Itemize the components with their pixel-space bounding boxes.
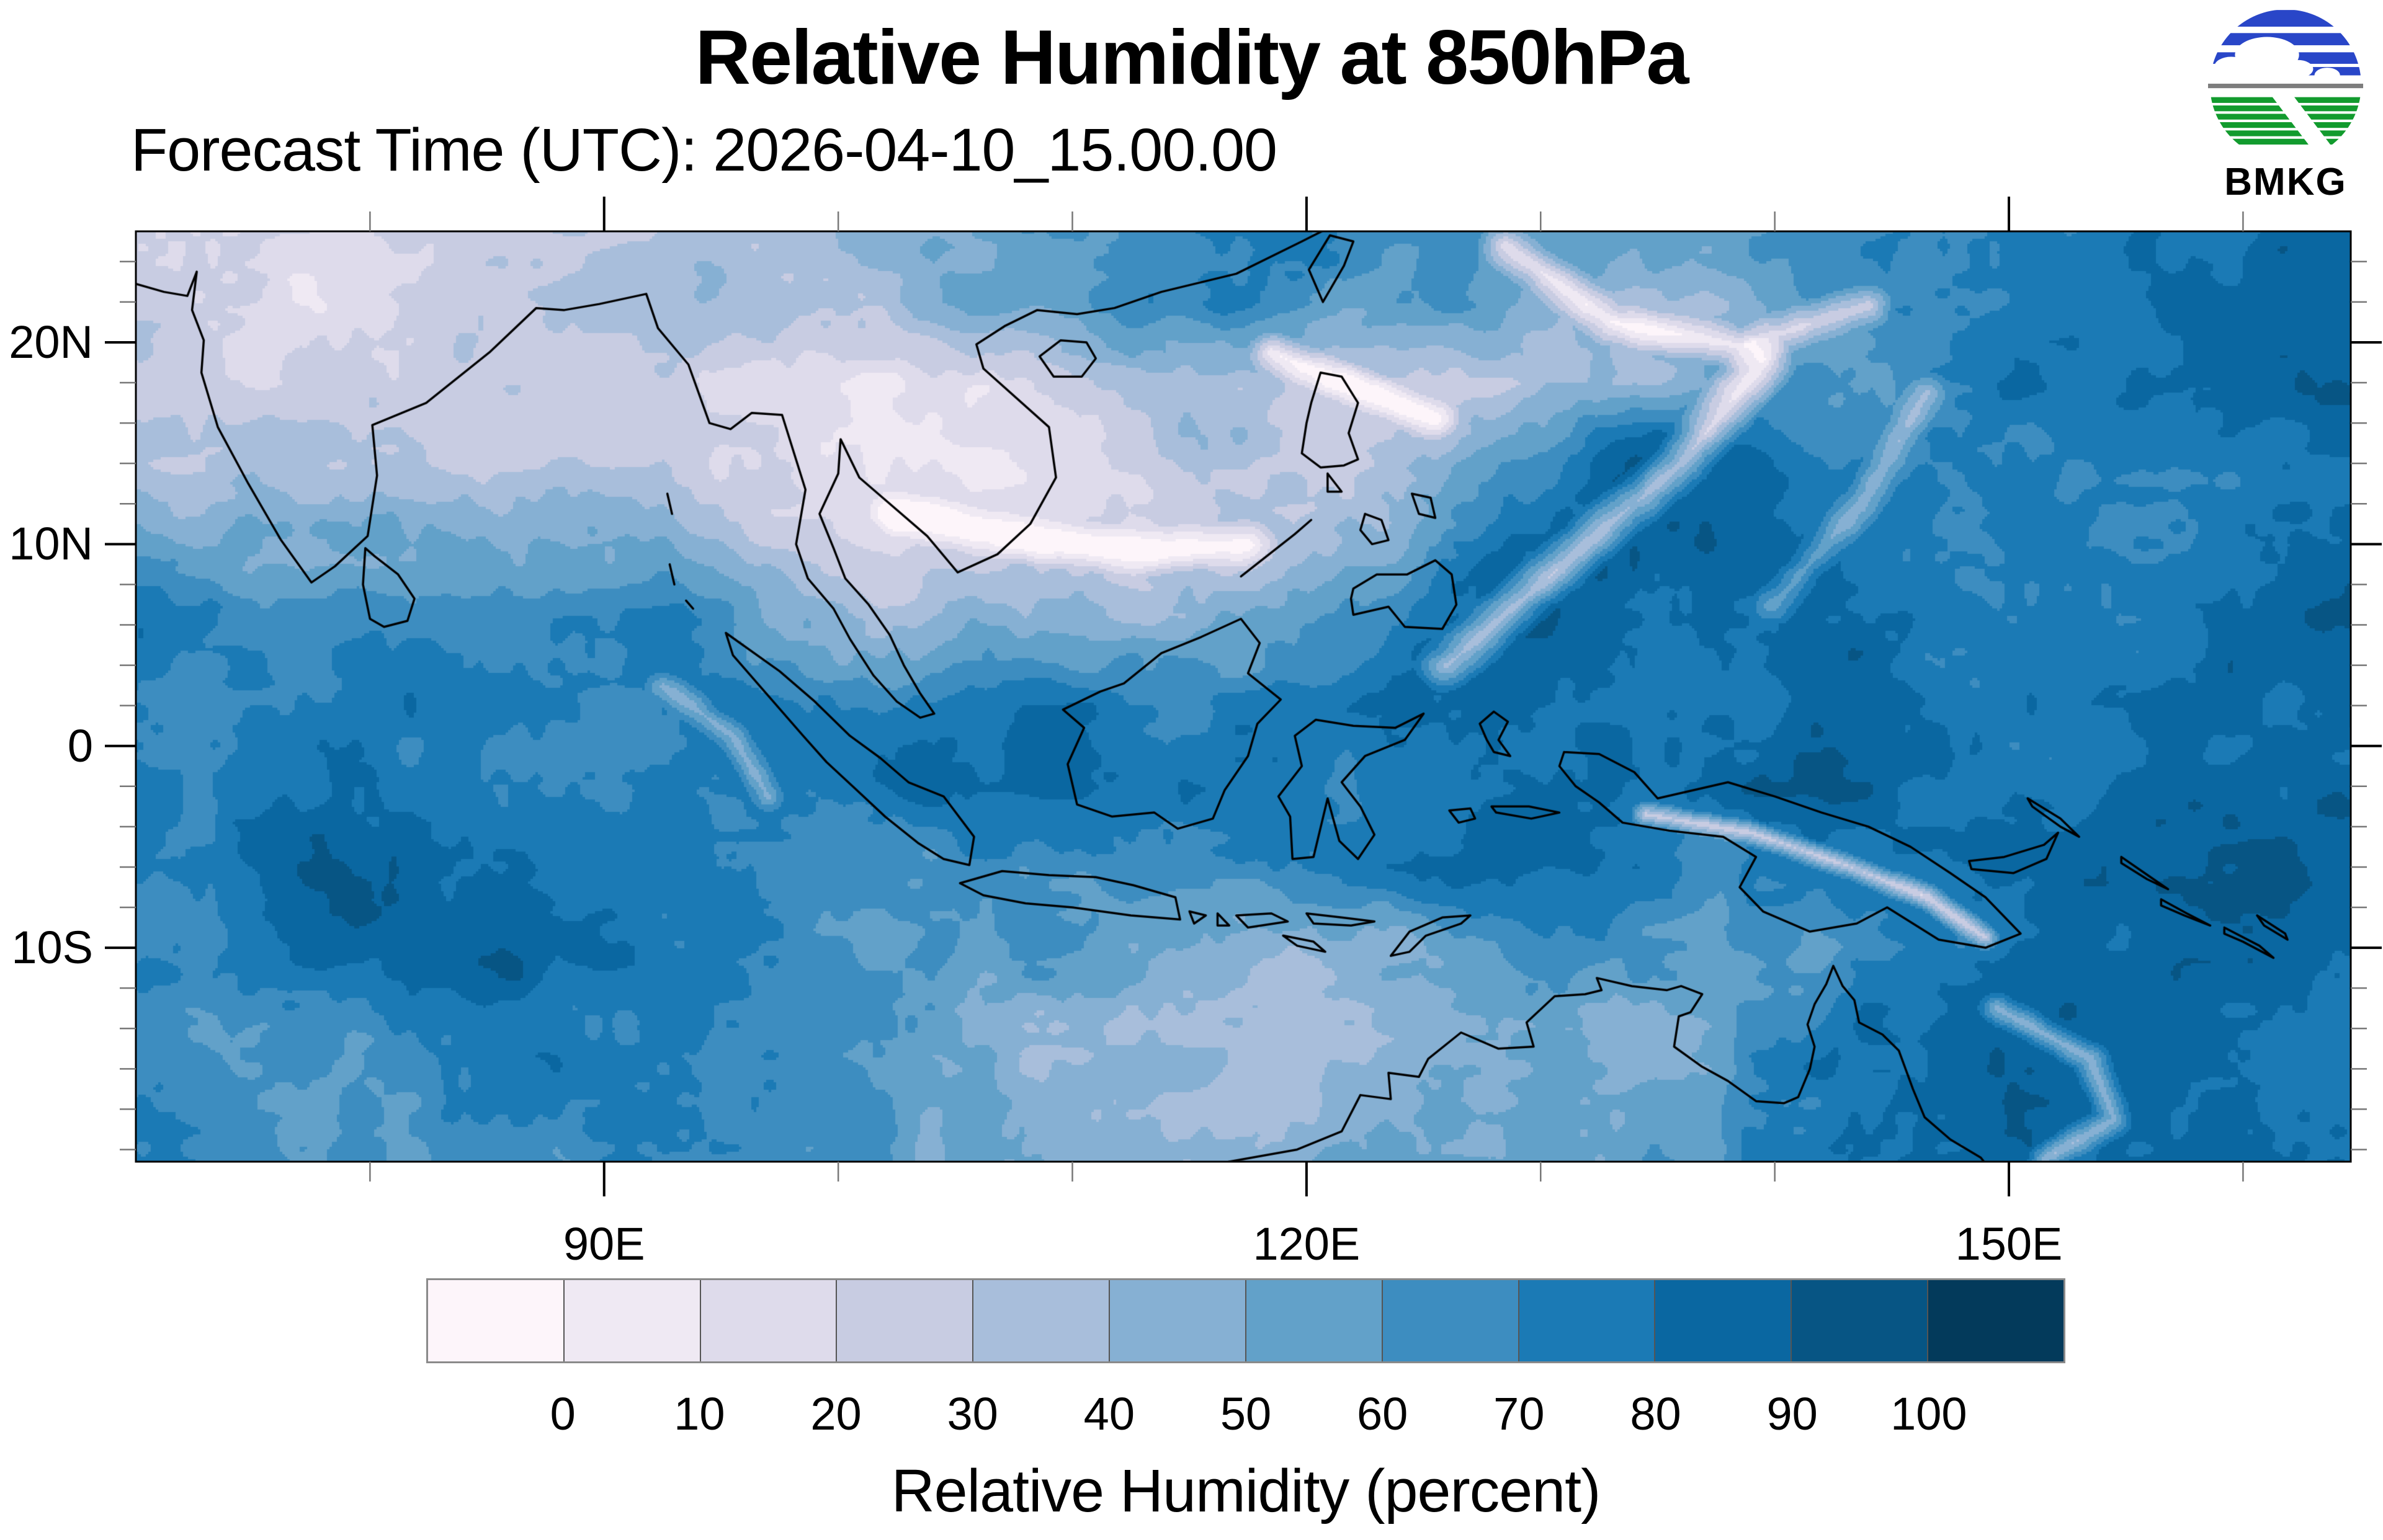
y-tick-label-20N: 20N (9, 316, 93, 368)
y-tick-label-10S: 10S (11, 922, 93, 974)
colorbar-tick-label-50: 50 (1220, 1388, 1272, 1440)
colorbar-segment-6 (1245, 1280, 1382, 1361)
x-tick-label-150E: 150E (1955, 1218, 2063, 1270)
colorbar-tick-label-100: 100 (1890, 1388, 1967, 1440)
colorbar-segment-7 (1381, 1280, 1518, 1361)
page-title: Relative Humidity at 850hPa (695, 15, 1689, 100)
colorbar-segment-1 (563, 1280, 700, 1361)
bmkg-logo: BMKG (2206, 7, 2365, 204)
humidity-map-canvas (136, 231, 2351, 1162)
colorbar-segment-5 (1109, 1280, 1245, 1361)
x-tick-label-120E: 120E (1253, 1218, 1361, 1270)
colorbar-segment-2 (699, 1280, 836, 1361)
colorbar-tick-label-70: 70 (1493, 1388, 1545, 1440)
colorbar-segment-11 (1927, 1280, 2063, 1361)
y-tick-label-0: 0 (67, 719, 93, 772)
x-tick-label-90E: 90E (563, 1218, 645, 1270)
colorbar-segment-10 (1791, 1280, 1928, 1361)
forecast-time-subtitle: Forecast Time (UTC): 2026-04-10_15.00.00 (131, 116, 1277, 184)
colorbar-tick-label-10: 10 (674, 1388, 725, 1440)
bmkg-logo-icon (2208, 9, 2363, 161)
colorbar-tick-label-30: 30 (947, 1388, 998, 1440)
colorbar-tick-label-60: 60 (1357, 1388, 1408, 1440)
colorbar (426, 1278, 2065, 1363)
colorbar-segment-8 (1518, 1280, 1655, 1361)
colorbar-title: Relative Humidity (percent) (891, 1457, 1601, 1524)
colorbar-segment-3 (836, 1280, 973, 1361)
colorbar-segment-4 (972, 1280, 1109, 1361)
colorbar-tick-label-20: 20 (810, 1388, 862, 1440)
colorbar-tick-label-40: 40 (1083, 1388, 1135, 1440)
bmkg-logo-text: BMKG (2224, 161, 2347, 203)
colorbar-segment-0 (428, 1280, 563, 1361)
colorbar-segment-9 (1654, 1280, 1791, 1361)
y-tick-label-10N: 10N (9, 518, 93, 570)
colorbar-tick-label-80: 80 (1630, 1388, 1681, 1440)
colorbar-tick-label-90: 90 (1766, 1388, 1818, 1440)
colorbar-tick-label-0: 0 (550, 1388, 576, 1440)
